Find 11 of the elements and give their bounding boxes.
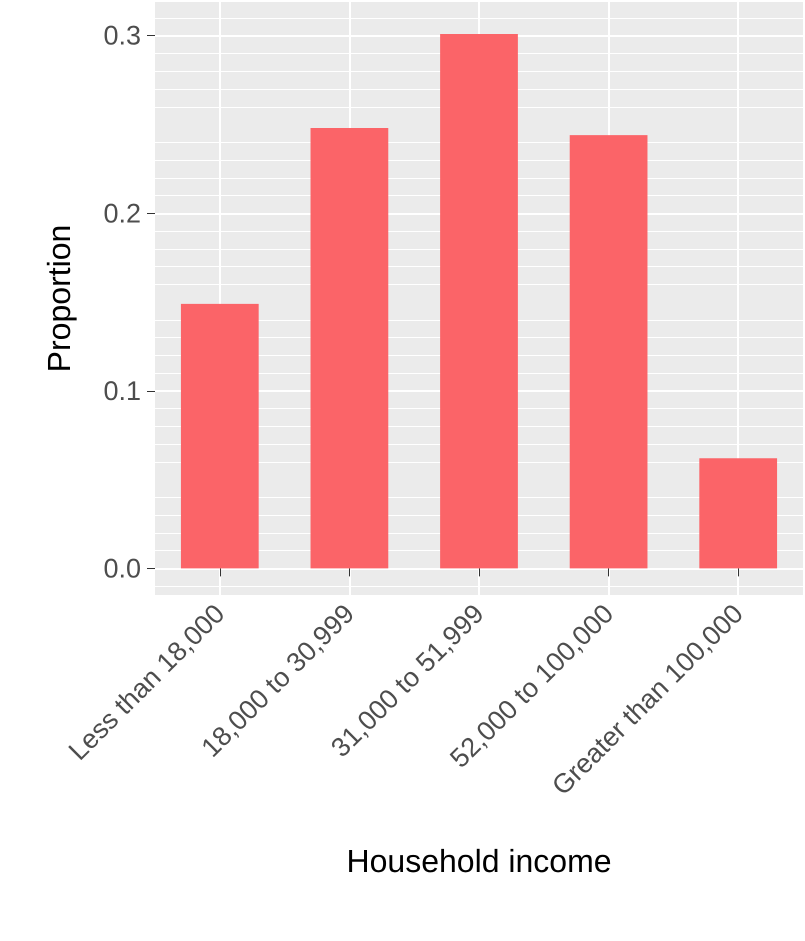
bar: [699, 458, 778, 568]
y-tick-label: 0.3: [103, 20, 141, 51]
bar: [310, 128, 388, 568]
bar: [180, 304, 259, 568]
y-tick-label: 0.2: [103, 198, 141, 228]
bar: [440, 34, 518, 568]
bar: [570, 135, 648, 568]
y-tick-label: 0.0: [103, 553, 141, 584]
y-axis-title: Proportion: [41, 224, 77, 372]
y-tick-label: 0.1: [103, 376, 141, 406]
x-axis-title: Household income: [346, 843, 612, 879]
